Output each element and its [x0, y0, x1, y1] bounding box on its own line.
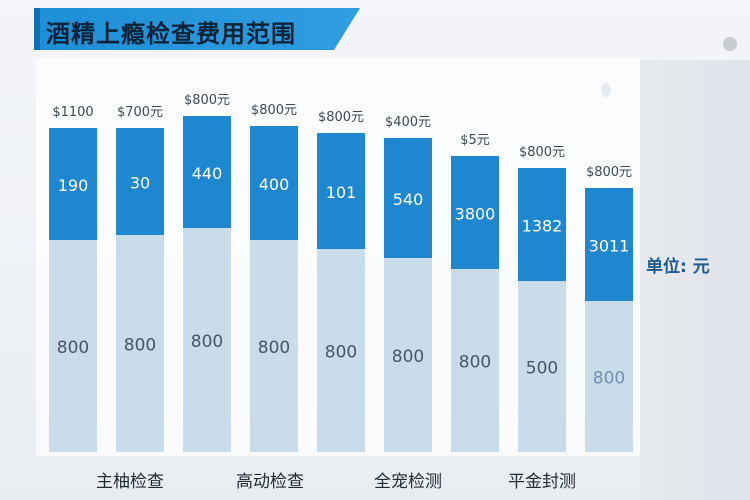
bar-bottom-segment — [518, 281, 566, 452]
bar-top-value: 190 — [58, 176, 89, 195]
bar-top-segment — [518, 168, 566, 281]
decorative-dot — [723, 37, 737, 51]
bar-bottom-segment — [317, 249, 365, 452]
bar-bottom-value: 800 — [57, 338, 89, 358]
bar-top-segment — [451, 156, 499, 269]
bar-top-label: $800元 — [251, 103, 297, 118]
bar-top-value: 3800 — [455, 205, 496, 224]
bar-top-segment — [384, 138, 432, 258]
title-banner — [34, 8, 360, 50]
bar-bottom-segment — [585, 301, 633, 452]
bar-bottom-segment — [183, 228, 231, 452]
bar-bottom-segment — [116, 235, 164, 452]
bar-bottom-value: 800 — [258, 338, 290, 358]
category-label: 全宠检测 — [374, 472, 442, 492]
bar-top-value: 440 — [192, 164, 223, 183]
bar-top-label: $800元 — [318, 110, 364, 125]
bar-top-segment — [317, 133, 365, 249]
bar-bottom-value: 800 — [593, 369, 625, 389]
bar-top-label: $700元 — [117, 105, 163, 120]
bar-top-label: $5元 — [460, 133, 490, 148]
bar-top-value: 101 — [326, 183, 357, 202]
bar-top-value: 3011 — [589, 237, 630, 256]
bar-bottom-value: 800 — [124, 336, 156, 356]
bar-top-segment — [250, 126, 298, 240]
bar-top-label: $800元 — [586, 165, 632, 180]
bar-top-value: 540 — [393, 190, 424, 209]
bar-top-label: $1100 — [52, 105, 93, 120]
bar-bottom-segment — [49, 240, 97, 452]
bar-bottom-segment — [250, 240, 298, 452]
category-label: 平金封测 — [508, 472, 576, 492]
bar-top-value: 1382 — [522, 217, 563, 236]
background-wall — [640, 60, 750, 500]
bar-top-segment — [49, 128, 97, 240]
bar-bottom-value: 800 — [325, 343, 357, 363]
bar-bottom-value: 800 — [459, 353, 491, 373]
bar-bottom-segment — [384, 258, 432, 452]
bar-bottom-value: 800 — [392, 347, 424, 367]
bar-top-segment — [585, 188, 633, 301]
bar-bottom-value: 500 — [526, 359, 558, 379]
bar-top-segment — [183, 116, 231, 228]
category-label: 主柚检查 — [96, 472, 164, 492]
bar-top-label: $800元 — [184, 93, 230, 108]
unit-label: 单位: 元 — [646, 257, 710, 277]
bar-top-value: 400 — [259, 175, 290, 194]
bar-bottom-value: 800 — [191, 332, 223, 352]
bar-top-value: 30 — [130, 174, 150, 193]
bar-bottom-segment — [451, 269, 499, 452]
bar-top-label: $400元 — [385, 115, 431, 130]
chart-title: 酒精上瘾检查费用范围 — [46, 20, 296, 48]
category-label: 高动检查 — [236, 472, 304, 492]
bar-top-label: $800元 — [519, 145, 565, 160]
bar-top-segment — [116, 128, 164, 235]
